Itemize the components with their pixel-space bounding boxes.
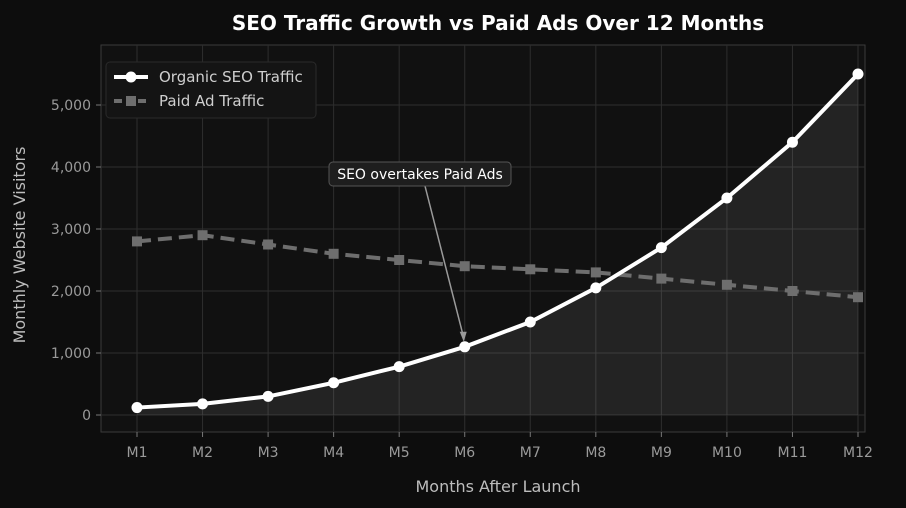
x-tick-label: M6 [454,445,475,461]
organic-point [655,242,667,254]
annotation-box [328,161,512,187]
y-tick-label: 4,000 [51,160,91,176]
legend-organic-label: Organic SEO Traffic [159,68,303,86]
paid-ad-point [656,273,667,284]
organic-seo-traffic-line [136,72,860,410]
organic-point [328,377,340,389]
y-tick-label: 3,000 [51,222,91,238]
x-tick-label: M2 [192,445,213,461]
paid-ad-point [787,286,798,296]
x-tick-label: M11 [778,445,808,461]
annotation-arrowhead [459,331,467,342]
x-tick-label: M5 [389,445,410,461]
organic-point [393,361,405,373]
series-layer [131,68,864,415]
organic-point [852,68,864,80]
x-ticks: M1 M2 M3 M4 M5 M6 M7 M8 M9 M10 M11 M12 [127,432,873,461]
y-tick-label: 5,000 [51,98,91,114]
chart-title: SEO Traffic Growth vs Paid Ads Over 12 M… [232,11,764,35]
y-axis-label: Monthly Website Visitors [10,147,29,344]
organic-point [524,316,536,328]
paid-ad-point [459,261,470,272]
organic-point [262,390,274,402]
paid-ad-point [721,279,732,290]
x-tick-label: M10 [712,445,742,461]
paid-ad-point [525,264,536,275]
x-tick-label: M1 [127,445,148,461]
legend-box [105,61,317,119]
organic-point [197,398,209,410]
x-tick-label: M3 [258,445,279,461]
paid-ad-point [590,267,601,278]
paid-ad-traffic-line [136,233,859,300]
paid-ad-point [263,239,274,250]
organic-point [459,341,471,353]
annotation-arrow [424,185,465,338]
x-tick-label: M9 [651,445,672,461]
x-tick-label: M8 [585,445,606,461]
legend-paid-marker [126,96,136,106]
paid-ad-point [197,230,208,241]
legend-organic-marker [125,71,137,83]
y-tick-label: 2,000 [51,284,91,300]
paid-ad-point [394,255,405,265]
x-axis-label: Months After Launch [415,477,580,496]
y-ticks: 0 1,000 2,000 3,000 4,000 5,000 [51,98,101,424]
organic-point [721,192,733,204]
organic-point [786,136,798,148]
paid-ad-point [132,236,142,247]
annotation: SEO overtakes Paid Ads [328,161,512,342]
legend-paid-label: Paid Ad Traffic [159,92,264,110]
x-tick-label: M12 [843,445,873,461]
organic-point [590,282,602,294]
x-tick-label: M7 [520,445,541,461]
annotation-text: SEO overtakes Paid Ads [337,167,503,183]
x-tick-label: M4 [323,445,344,461]
organic-point [131,402,143,414]
paid-ad-point [853,292,863,303]
organic-area-fill [137,74,858,415]
y-tick-label: 1,000 [51,346,91,362]
paid-ad-point [328,248,339,259]
y-tick-label: 0 [82,408,91,424]
legend: Organic SEO Traffic Paid Ad Traffic [105,61,317,119]
